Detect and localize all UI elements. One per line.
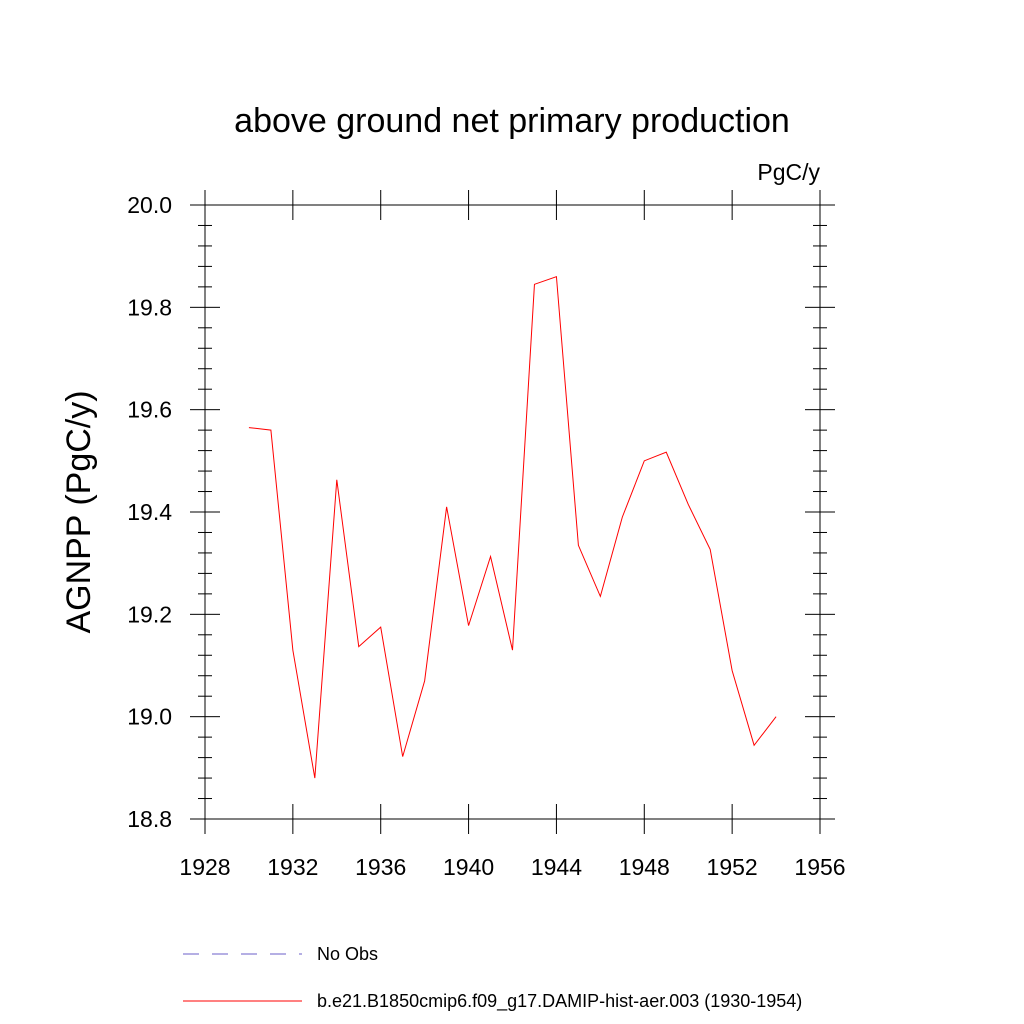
series-layer: [248, 275, 777, 779]
axis-ticks: [190, 190, 835, 834]
x-tick-label: 1936: [355, 854, 406, 880]
y-tick-label: 19.8: [127, 294, 172, 320]
plot-frame: [204, 204, 821, 820]
y-axis-label: AGNPP (PgC/y): [60, 390, 98, 633]
x-tick-label: 1928: [179, 854, 230, 880]
y-tick-label: 19.2: [127, 601, 172, 627]
series-line: [248, 275, 777, 779]
y-tick-label: 19.4: [127, 499, 172, 525]
y-tick-labels: 18.8 19.0 19.2 19.4 19.6 19.8 20.0: [127, 192, 172, 832]
x-tick-labels: 1928 1932 1936 1940 1944 1948 1952 1956: [179, 854, 845, 880]
y-tick-label: 20.0: [127, 192, 172, 218]
x-tick-label: 1952: [707, 854, 758, 880]
y-tick-label: 19.0: [127, 704, 172, 730]
x-tick-label: 1948: [619, 854, 670, 880]
legend-label: b.e21.B1850cmip6.f09_g17.DAMIP-hist-aer.…: [317, 991, 802, 1012]
x-tick-label: 1932: [267, 854, 318, 880]
y-tick-label: 18.8: [127, 806, 172, 832]
y-tick-label: 19.6: [127, 397, 172, 423]
x-tick-label: 1940: [443, 854, 494, 880]
units-label: PgC/y: [757, 159, 820, 185]
legend: No Obs b.e21.B1850cmip6.f09_g17.DAMIP-his…: [183, 944, 802, 1012]
chart-title: above ground net primary production: [234, 102, 790, 140]
x-tick-label: 1956: [794, 854, 845, 880]
legend-label: No Obs: [317, 944, 378, 964]
x-tick-label: 1944: [531, 854, 582, 880]
